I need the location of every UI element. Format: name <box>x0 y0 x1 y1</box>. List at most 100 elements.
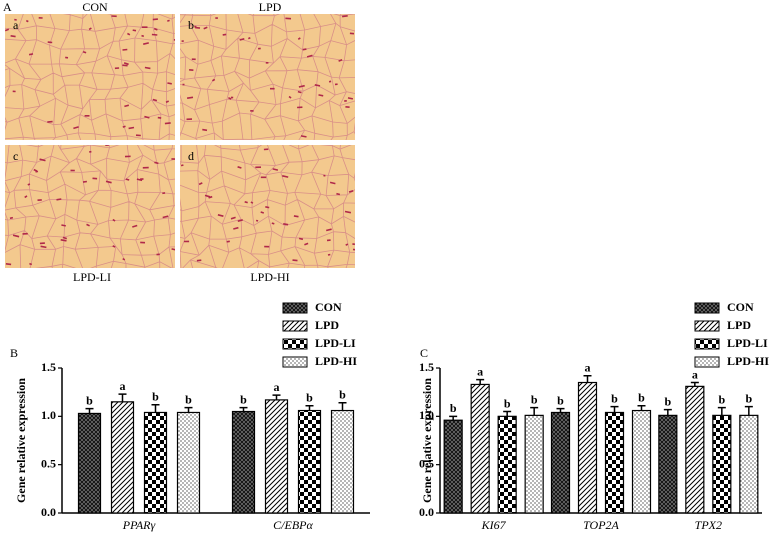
cell-walls <box>5 145 175 268</box>
x-tick-label: PPARγ <box>122 518 156 532</box>
legend-swatch <box>282 356 308 368</box>
cell-walls <box>180 14 355 140</box>
error-bar <box>151 403 160 413</box>
legend-label: LPD <box>315 318 339 332</box>
tissue <box>5 145 175 268</box>
y-tick-label: 1.5 <box>419 360 434 374</box>
error-bar <box>637 404 646 411</box>
bar <box>470 383 490 514</box>
image-letter: a <box>13 18 19 32</box>
x-tick-label: C/EBPα <box>273 518 313 532</box>
x-tick-label: KI67 <box>481 518 507 532</box>
bar <box>604 411 625 514</box>
significance-letter: a <box>274 380 280 394</box>
error-bar <box>476 378 485 385</box>
y-tick-label: 0.5 <box>419 456 434 470</box>
significance-letter: b <box>531 392 538 406</box>
image-title: LPD-LI <box>73 270 111 284</box>
y-tick-label: 1.0 <box>41 408 56 422</box>
significance-letter: a <box>120 379 126 393</box>
legend-label: LPD-HI <box>727 354 769 368</box>
image-letter: c <box>13 149 18 163</box>
y-tick-label: 0.0 <box>419 505 434 519</box>
error-bar <box>305 404 314 411</box>
bar <box>231 410 256 514</box>
micrograph <box>180 14 355 140</box>
panel-label: B <box>10 346 18 360</box>
bar <box>550 411 571 514</box>
y-tick-label: 0.5 <box>41 456 56 470</box>
bar <box>658 414 678 514</box>
image-letter: d <box>188 149 194 163</box>
legend-swatch <box>694 302 720 314</box>
bar <box>443 419 463 514</box>
legend-swatch <box>694 356 720 368</box>
x-tick-label: TPX2 <box>695 518 722 532</box>
significance-letter: b <box>611 391 618 405</box>
bar <box>497 415 517 514</box>
legend-label: LPD-LI <box>727 336 768 350</box>
legend-swatch <box>282 338 308 350</box>
error-bar <box>530 406 539 416</box>
legend-swatch <box>282 302 308 314</box>
bar <box>577 381 598 514</box>
significance-letter: a <box>585 360 591 374</box>
y-tick-label: 1.5 <box>41 360 56 374</box>
bar <box>739 414 759 514</box>
legend-label: CON <box>727 300 754 314</box>
image-letter: b <box>188 18 194 32</box>
cell-walls <box>5 14 175 140</box>
error-bar <box>272 394 281 400</box>
error-bar <box>717 406 726 416</box>
y-tick-label: 0.0 <box>41 505 56 519</box>
significance-letter: b <box>86 393 93 407</box>
micrograph <box>5 14 175 140</box>
legend-swatch <box>282 320 308 332</box>
significance-letter: b <box>504 396 511 410</box>
error-bar <box>690 381 699 387</box>
significance-letter: b <box>306 390 313 404</box>
bar <box>712 414 732 514</box>
y-axis-title: Gene relative expression <box>420 378 434 503</box>
legend-label: LPD-LI <box>315 336 356 350</box>
bar <box>264 399 289 514</box>
image-title: LPD <box>259 0 282 14</box>
significance-letter: b <box>557 393 564 407</box>
bar <box>143 411 168 514</box>
y-tick-label: 1.0 <box>419 408 434 422</box>
significance-letter: b <box>339 388 346 402</box>
micrograph <box>180 145 355 268</box>
significance-letter: b <box>152 389 159 403</box>
bar <box>685 385 705 514</box>
error-bar <box>556 407 565 413</box>
error-bar <box>610 405 619 413</box>
error-bar <box>239 406 248 412</box>
tissue <box>5 14 175 140</box>
tissue <box>180 14 355 140</box>
significance-letter: b <box>745 391 752 405</box>
significance-letter: a <box>692 367 698 381</box>
error-bar <box>583 374 592 383</box>
significance-letter: b <box>638 390 645 404</box>
x-tick-label: TOP2A <box>583 518 619 532</box>
bar <box>330 409 355 514</box>
y-axis-title: Gene relative expression <box>14 378 28 503</box>
error-bar <box>118 393 127 402</box>
error-bar <box>338 402 347 411</box>
bar <box>176 411 201 514</box>
nuclei <box>180 148 355 262</box>
error-bar <box>503 410 512 417</box>
significance-letter: b <box>718 392 725 406</box>
significance-letter: a <box>477 364 483 378</box>
image-title: LPD-HI <box>250 270 289 284</box>
significance-letter: b <box>450 401 457 415</box>
legend-swatch <box>694 338 720 350</box>
panel-label: A <box>3 0 12 14</box>
image-title: CON <box>82 0 108 14</box>
legend-label: CON <box>315 300 342 314</box>
significance-letter: b <box>240 392 247 406</box>
significance-letter: b <box>185 392 192 406</box>
nuclei <box>5 15 175 137</box>
bar <box>631 409 652 514</box>
